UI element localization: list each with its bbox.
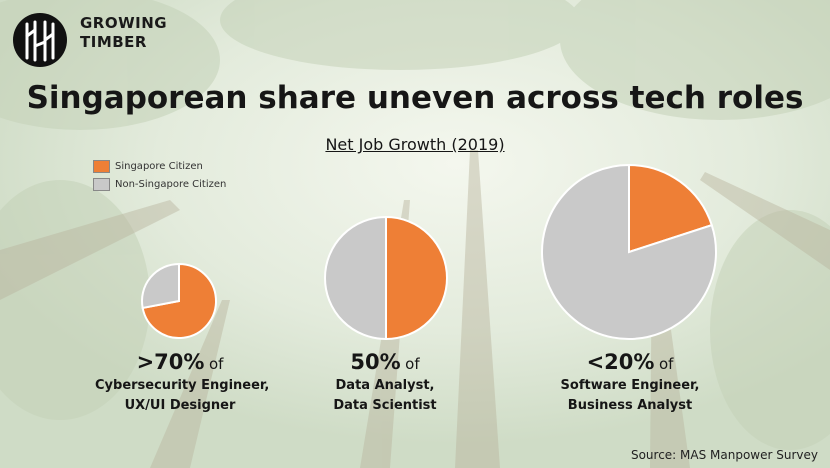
brand-name: GROWING TIMBER	[80, 14, 167, 52]
brand-line-2: TIMBER	[80, 33, 147, 51]
growing-timber-logo	[13, 13, 67, 67]
of-software: of	[658, 355, 674, 373]
role-software-1: Software Engineer,	[560, 378, 700, 393]
brand-line-1: GROWING	[80, 14, 168, 32]
chart-subtitle: Net Job Growth (2019)	[325, 135, 505, 154]
role-cybersecurity-1: Cybersecurity Engineer,	[95, 378, 270, 393]
chart-subtitle-wrap: Net Job Growth (2019)	[0, 135, 830, 154]
of-cybersecurity: of	[208, 355, 224, 373]
legend-label-non-singapore: Non-Singapore Citizen	[115, 179, 227, 190]
legend-swatch-singapore	[93, 160, 110, 173]
share-data: 50%	[350, 350, 401, 374]
role-cybersecurity-2: UX/UI Designer	[124, 398, 236, 413]
role-data-1: Data Analyst,	[335, 378, 435, 393]
chart-title: Singaporean share uneven across tech rol…	[26, 80, 804, 116]
pie-slice-software-singapore	[628, 163, 714, 254]
pie-slice-data-singapore	[385, 215, 448, 341]
share-cybersecurity: >70%	[136, 350, 205, 374]
pie-slice-cybersecurity-non-singapore	[141, 262, 180, 310]
pie-slice-software-non-singapore	[541, 163, 717, 340]
legend-label-singapore: Singapore Citizen	[115, 161, 203, 172]
legend-item-singapore: Singapore Citizen	[93, 159, 226, 174]
caption-software: <20% of Software Engineer, Business Anal…	[545, 352, 715, 416]
role-data-2: Data Scientist	[333, 398, 437, 413]
share-software: <20%	[586, 350, 655, 374]
legend-swatch-non-singapore	[93, 178, 110, 191]
caption-cybersecurity: >70% of Cybersecurity Engineer, UX/UI De…	[95, 350, 270, 416]
pie-slice-data-non-singapore	[324, 215, 387, 341]
of-data: of	[405, 355, 420, 373]
caption-data: 50% of Data Analyst, Data Scientist	[305, 352, 465, 416]
role-software-2: Business Analyst	[567, 398, 693, 413]
legend-item-non-singapore: Non-Singapore Citizen	[93, 177, 226, 192]
legend: Singapore Citizen Non-Singapore Citizen	[93, 159, 226, 195]
source-note: Source: MAS Manpower Survey	[630, 448, 818, 462]
